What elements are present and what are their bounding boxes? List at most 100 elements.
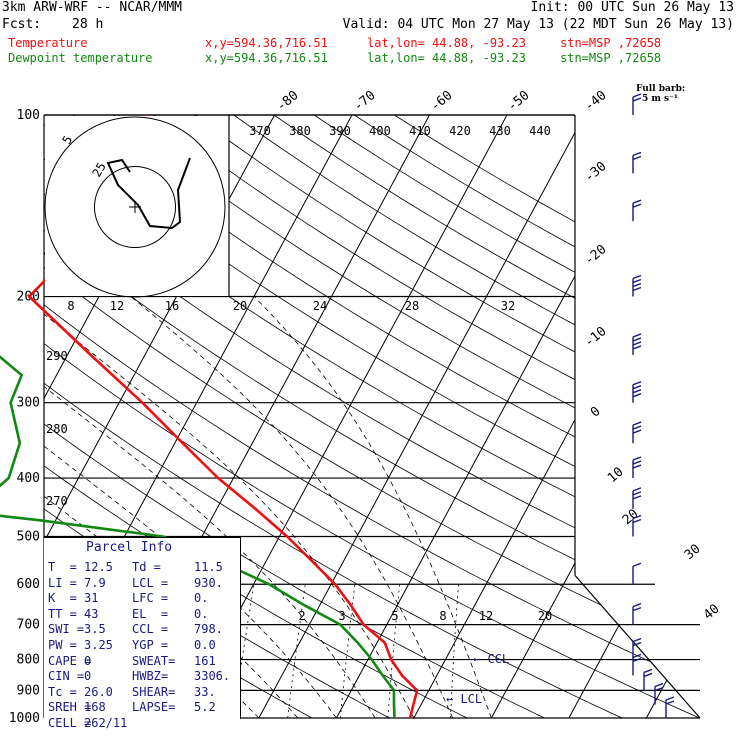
dry-adiabat bbox=[44, 115, 623, 718]
top-tick-label: 400 bbox=[369, 124, 391, 138]
parcel-info-cell: 3306. bbox=[194, 669, 231, 684]
isotherm-label-top: -70 bbox=[351, 88, 379, 115]
wind-barb-flag bbox=[654, 686, 664, 692]
wind-barb-flag bbox=[632, 429, 642, 434]
temperature-station: stn=MSP ,72658 bbox=[560, 36, 662, 50]
mixing-ratio-label: 8 bbox=[439, 609, 446, 623]
parcel-info-cell: YGP = bbox=[132, 638, 169, 652]
dry-adiabat bbox=[233, 115, 700, 718]
wind-barb-flag bbox=[632, 456, 642, 461]
top-tick-label: 420 bbox=[449, 124, 471, 138]
parcel-info-cell: LCL = bbox=[132, 575, 169, 590]
isotherm-line bbox=[724, 115, 740, 718]
wind-barb-flag bbox=[632, 637, 642, 643]
pressure-tick-label: 600 bbox=[17, 577, 40, 592]
wind-barb bbox=[665, 696, 675, 718]
mixing-ratio-line bbox=[387, 584, 401, 718]
mixing-ratio-label: 2 bbox=[298, 609, 305, 623]
isotherm-line bbox=[413, 115, 700, 718]
pressure-tick-label: 500 bbox=[17, 529, 40, 544]
top-tick-label: 430 bbox=[489, 124, 511, 138]
parcel-info-cell: EL = bbox=[132, 606, 169, 621]
parcel-info-cell: 161 bbox=[194, 653, 216, 668]
wind-barb-flag bbox=[632, 518, 642, 524]
parcel-info-cell: 0. bbox=[194, 591, 209, 606]
dry-adiabat bbox=[394, 115, 700, 718]
wind-barb bbox=[632, 487, 642, 509]
hodograph-ring-label: 25 bbox=[89, 160, 108, 180]
wind-barb-flag bbox=[632, 641, 642, 647]
wind-barb bbox=[643, 668, 653, 691]
parcel-info-cell: Tc = bbox=[48, 684, 77, 699]
wind-barb-flag bbox=[632, 495, 642, 500]
parcel-info-cell: CCL = bbox=[132, 622, 169, 637]
wind-barb-flag bbox=[632, 393, 642, 398]
wind-barb-flag bbox=[632, 381, 642, 386]
parcel-info-cell: SWEAT= bbox=[132, 653, 176, 668]
parcel-info-cell: 3.25 bbox=[84, 638, 113, 652]
wind-barb-flag bbox=[632, 464, 642, 469]
wind-barb bbox=[632, 93, 642, 115]
isotherm-label-right: -20 bbox=[582, 242, 610, 269]
wind-barb-flag bbox=[632, 199, 642, 204]
top-tick-label: 440 bbox=[529, 124, 551, 138]
hodograph-speed-tick: 24 bbox=[313, 299, 327, 313]
model-title: 3km ARW-WRF -- NCAR/MMM bbox=[2, 0, 183, 15]
wind-barb-flag bbox=[643, 668, 653, 674]
wind-barb-flag bbox=[632, 562, 642, 567]
wind-barb bbox=[654, 682, 664, 705]
dewpoint-profile bbox=[0, 355, 396, 719]
wind-barb-flag bbox=[632, 514, 642, 520]
wind-barb-flag bbox=[632, 657, 642, 663]
parcel-info-cell: SWI = bbox=[48, 622, 85, 637]
parcel-info-cell: 0.0 bbox=[194, 638, 216, 652]
parcel-info-cell: LFC = bbox=[132, 591, 169, 606]
wind-barb-flag bbox=[632, 389, 642, 394]
pressure-tick-label: 400 bbox=[17, 471, 40, 486]
parcel-info-cell: 12.5 bbox=[84, 560, 113, 574]
mixing-ratio-line bbox=[450, 584, 459, 718]
temperature-legend: Temperature bbox=[8, 36, 88, 50]
dry-adiabat bbox=[44, 115, 700, 718]
parcel-info-cell: SREH = bbox=[48, 700, 92, 715]
parcel-info-cell: 5.2 bbox=[194, 700, 216, 715]
theta-label: 290 bbox=[46, 349, 68, 363]
parcel-info-cell: 0 bbox=[84, 653, 92, 668]
temperature-xy: x,y=594.36,716.51 bbox=[205, 36, 328, 50]
wind-barb bbox=[632, 456, 642, 479]
top-tick-label: 370 bbox=[249, 124, 271, 138]
dewpoint-station: stn=MSP ,72658 bbox=[560, 51, 662, 65]
hodograph-speed-tick: 28 bbox=[405, 299, 419, 313]
isotherm-line bbox=[335, 115, 663, 718]
dry-adiabat bbox=[193, 115, 700, 718]
wind-barb-flag bbox=[632, 151, 642, 157]
wind-barb-flag bbox=[632, 491, 642, 496]
hodograph-background bbox=[45, 116, 229, 296]
parcel-info-cell: 0 bbox=[84, 669, 92, 684]
hodograph-speed-tick: 12 bbox=[110, 299, 124, 313]
dry-adiabat bbox=[153, 115, 700, 718]
hodograph-speed-tick: 8 bbox=[67, 299, 74, 313]
parcel-info-cell: 168 bbox=[84, 700, 106, 715]
wind-barb-flag bbox=[632, 93, 642, 98]
parcel-info-cell: HWBZ= bbox=[132, 669, 169, 684]
isotherm-label-top: -80 bbox=[274, 88, 302, 115]
mixing-ratio-label: 5 bbox=[391, 609, 398, 623]
isotherm-line bbox=[645, 115, 700, 718]
wind-barb bbox=[632, 274, 642, 297]
wind-barb bbox=[632, 333, 642, 355]
parcel-info-cell: 33. bbox=[194, 684, 216, 699]
parcel-info-cell: T = bbox=[48, 560, 77, 574]
parcel-info-cell: TT = bbox=[48, 606, 77, 621]
dry-adiabat bbox=[44, 115, 700, 718]
parcel-info-cell: CIN = bbox=[48, 669, 85, 684]
dewpoint-legend: Dewpoint temperature bbox=[8, 51, 153, 65]
wind-barb-flag bbox=[632, 341, 642, 346]
isotherm-line bbox=[490, 115, 700, 718]
mixing-ratio-line bbox=[339, 584, 356, 718]
wind-barb bbox=[632, 637, 642, 660]
wind-barb-flag bbox=[632, 274, 642, 280]
dewpoint-xy: x,y=594.36,716.51 bbox=[205, 51, 328, 65]
dry-adiabat bbox=[44, 115, 700, 718]
